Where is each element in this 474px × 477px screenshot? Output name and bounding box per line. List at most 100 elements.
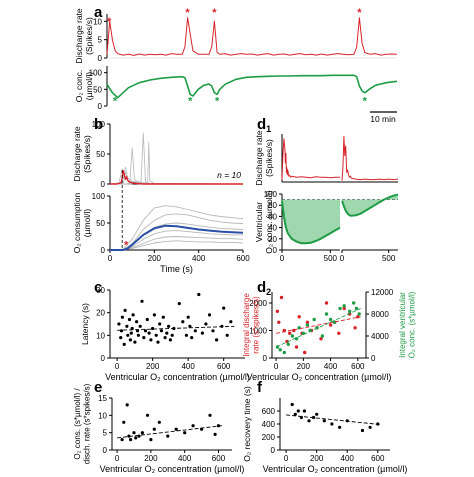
d2-green-point (294, 337, 299, 341)
c-point (167, 324, 171, 328)
d2-green-point (348, 309, 352, 313)
c-point (190, 336, 194, 340)
f-point (302, 409, 306, 413)
e-fit (117, 425, 222, 439)
d1-top-trace-right (341, 135, 399, 181)
d2-right-y-tick-label: 12000 (371, 288, 394, 297)
d2-red-point (297, 315, 301, 319)
d1-bottom-left-x-tick-label: 500 (324, 254, 338, 263)
e-y-tick-label: 5 (103, 429, 108, 438)
a-scalebar-label: 10 min (370, 114, 396, 124)
b-x-label: Time (s) (160, 264, 193, 274)
c-point (163, 336, 167, 340)
c-point (131, 313, 135, 317)
c-y-tick-label: 0 (101, 354, 106, 363)
a-bottom-y-tick-label: 0 (98, 102, 103, 111)
c-point (129, 331, 133, 335)
a-bottom-y-tick-label: 100 (89, 69, 103, 78)
c-point (158, 322, 162, 326)
e-point (157, 420, 161, 424)
c-y-tick-label: 10 (96, 331, 105, 340)
b-top-y-tick-label: 50 (96, 150, 105, 159)
panel-label-b: b (94, 116, 103, 133)
d1-bottom-y-label-line: O₂ conc. (µmol/l) (264, 190, 274, 254)
c-point (207, 313, 212, 317)
b-bottom-marker: * (124, 239, 129, 251)
d1-top-y-label: Discharge rate (Spikes/s) (254, 130, 274, 186)
a-bottom-marker: * (188, 96, 193, 108)
f-x-tick-label: 0 (284, 454, 289, 463)
d1-top-y-label-line: (Spikes/s) (264, 139, 274, 177)
d1-bottom-y-tick-label: 0 (273, 246, 278, 255)
d1-bottom-y-tick-label: 20 (268, 235, 277, 244)
d1-bottom-y-tick-label: 80 (268, 201, 277, 210)
f-x-tick-label: 600 (371, 454, 385, 463)
panel-label-d2: d2 (257, 279, 271, 297)
e-x-label: Ventricular O₂ concentration (µmol/l) (100, 464, 245, 474)
d1-bottom-trace-left (281, 200, 341, 245)
b-bottom-y-tick-label: 50 (96, 219, 105, 228)
e-point (213, 432, 217, 436)
c-point (225, 333, 229, 337)
c-point (119, 329, 124, 333)
d2-green-point (338, 306, 342, 311)
d2-right-y-tick-label: 4000 (371, 332, 389, 341)
d2-right-y-label: Integral ventricular O₂ conc. (s*µmol/l) (398, 291, 417, 358)
f-point (368, 425, 372, 429)
b-bottom-y-tick-label: 100 (92, 192, 106, 201)
d2-left-y-tick-label: 2000 (249, 299, 267, 308)
d2-green-point (278, 348, 282, 352)
a-bottom-trace (106, 74, 398, 99)
c-point (165, 331, 169, 335)
b-top-n-annotation: n = 10 (217, 170, 241, 180)
a-top-marker: * (107, 16, 112, 28)
c-point (152, 313, 156, 317)
panel-label-c: c (94, 279, 102, 296)
c-point (142, 336, 146, 340)
e-x-tick-label: 400 (178, 454, 192, 463)
d2-right-y-label-line: Integral ventricular (398, 292, 407, 358)
c-point (123, 308, 127, 312)
c-point (130, 326, 134, 331)
e-point (152, 427, 156, 431)
a-top-marker: * (185, 7, 190, 19)
e-x-tick-label: 200 (144, 454, 158, 463)
e-point (129, 438, 133, 442)
b-bottom-x-tick-label: 600 (236, 254, 250, 263)
b-bottom-y-label-line: (µmol/l) (82, 209, 92, 238)
d2-green-point (305, 323, 310, 327)
c-point (154, 333, 158, 337)
e-y-label-line: disch. rate (s*spikes/s) (83, 383, 92, 464)
c-x-tick-label: 0 (115, 362, 120, 371)
c-point (184, 333, 188, 337)
d2-green-point (354, 306, 359, 311)
c-y-tick-label: 30 (96, 286, 105, 295)
e-point (145, 413, 150, 417)
f-point (338, 425, 342, 429)
c-y-label-line: Latency (s) (80, 303, 90, 345)
a-top-y-label-line: (Spikes/s) (84, 17, 94, 55)
d1-area-right (342, 194, 398, 216)
a-top-trace (106, 17, 398, 56)
f-point (290, 402, 294, 407)
d2-left-y-label-line: Integral discharge (242, 293, 251, 357)
c-point (197, 292, 201, 297)
e-point (122, 420, 126, 424)
c-point (145, 317, 149, 322)
e-point (183, 431, 187, 435)
d2-red-fit (276, 316, 361, 334)
c-x-label: Ventricular O₂ concentration (µmol/l) (105, 372, 250, 382)
a-bottom-y-label-line: (µmol/l) (84, 72, 94, 101)
c-point (138, 324, 142, 328)
d2-red-point (275, 309, 280, 313)
f-x-tick-label: 200 (310, 454, 324, 463)
c-point (159, 329, 164, 333)
b-bottom-y-label: O₂ consumption (µmol/l) (72, 192, 92, 253)
c-point (128, 338, 132, 342)
d2-red-point (328, 323, 333, 327)
a-bottom-marker: * (113, 96, 118, 108)
d1-bottom-y-tick-label: 100 (264, 190, 278, 199)
d1-bottom-y-label-line: Ventricular (254, 202, 264, 242)
b-bottom-trace (110, 205, 244, 251)
d2-green-point (290, 334, 295, 338)
